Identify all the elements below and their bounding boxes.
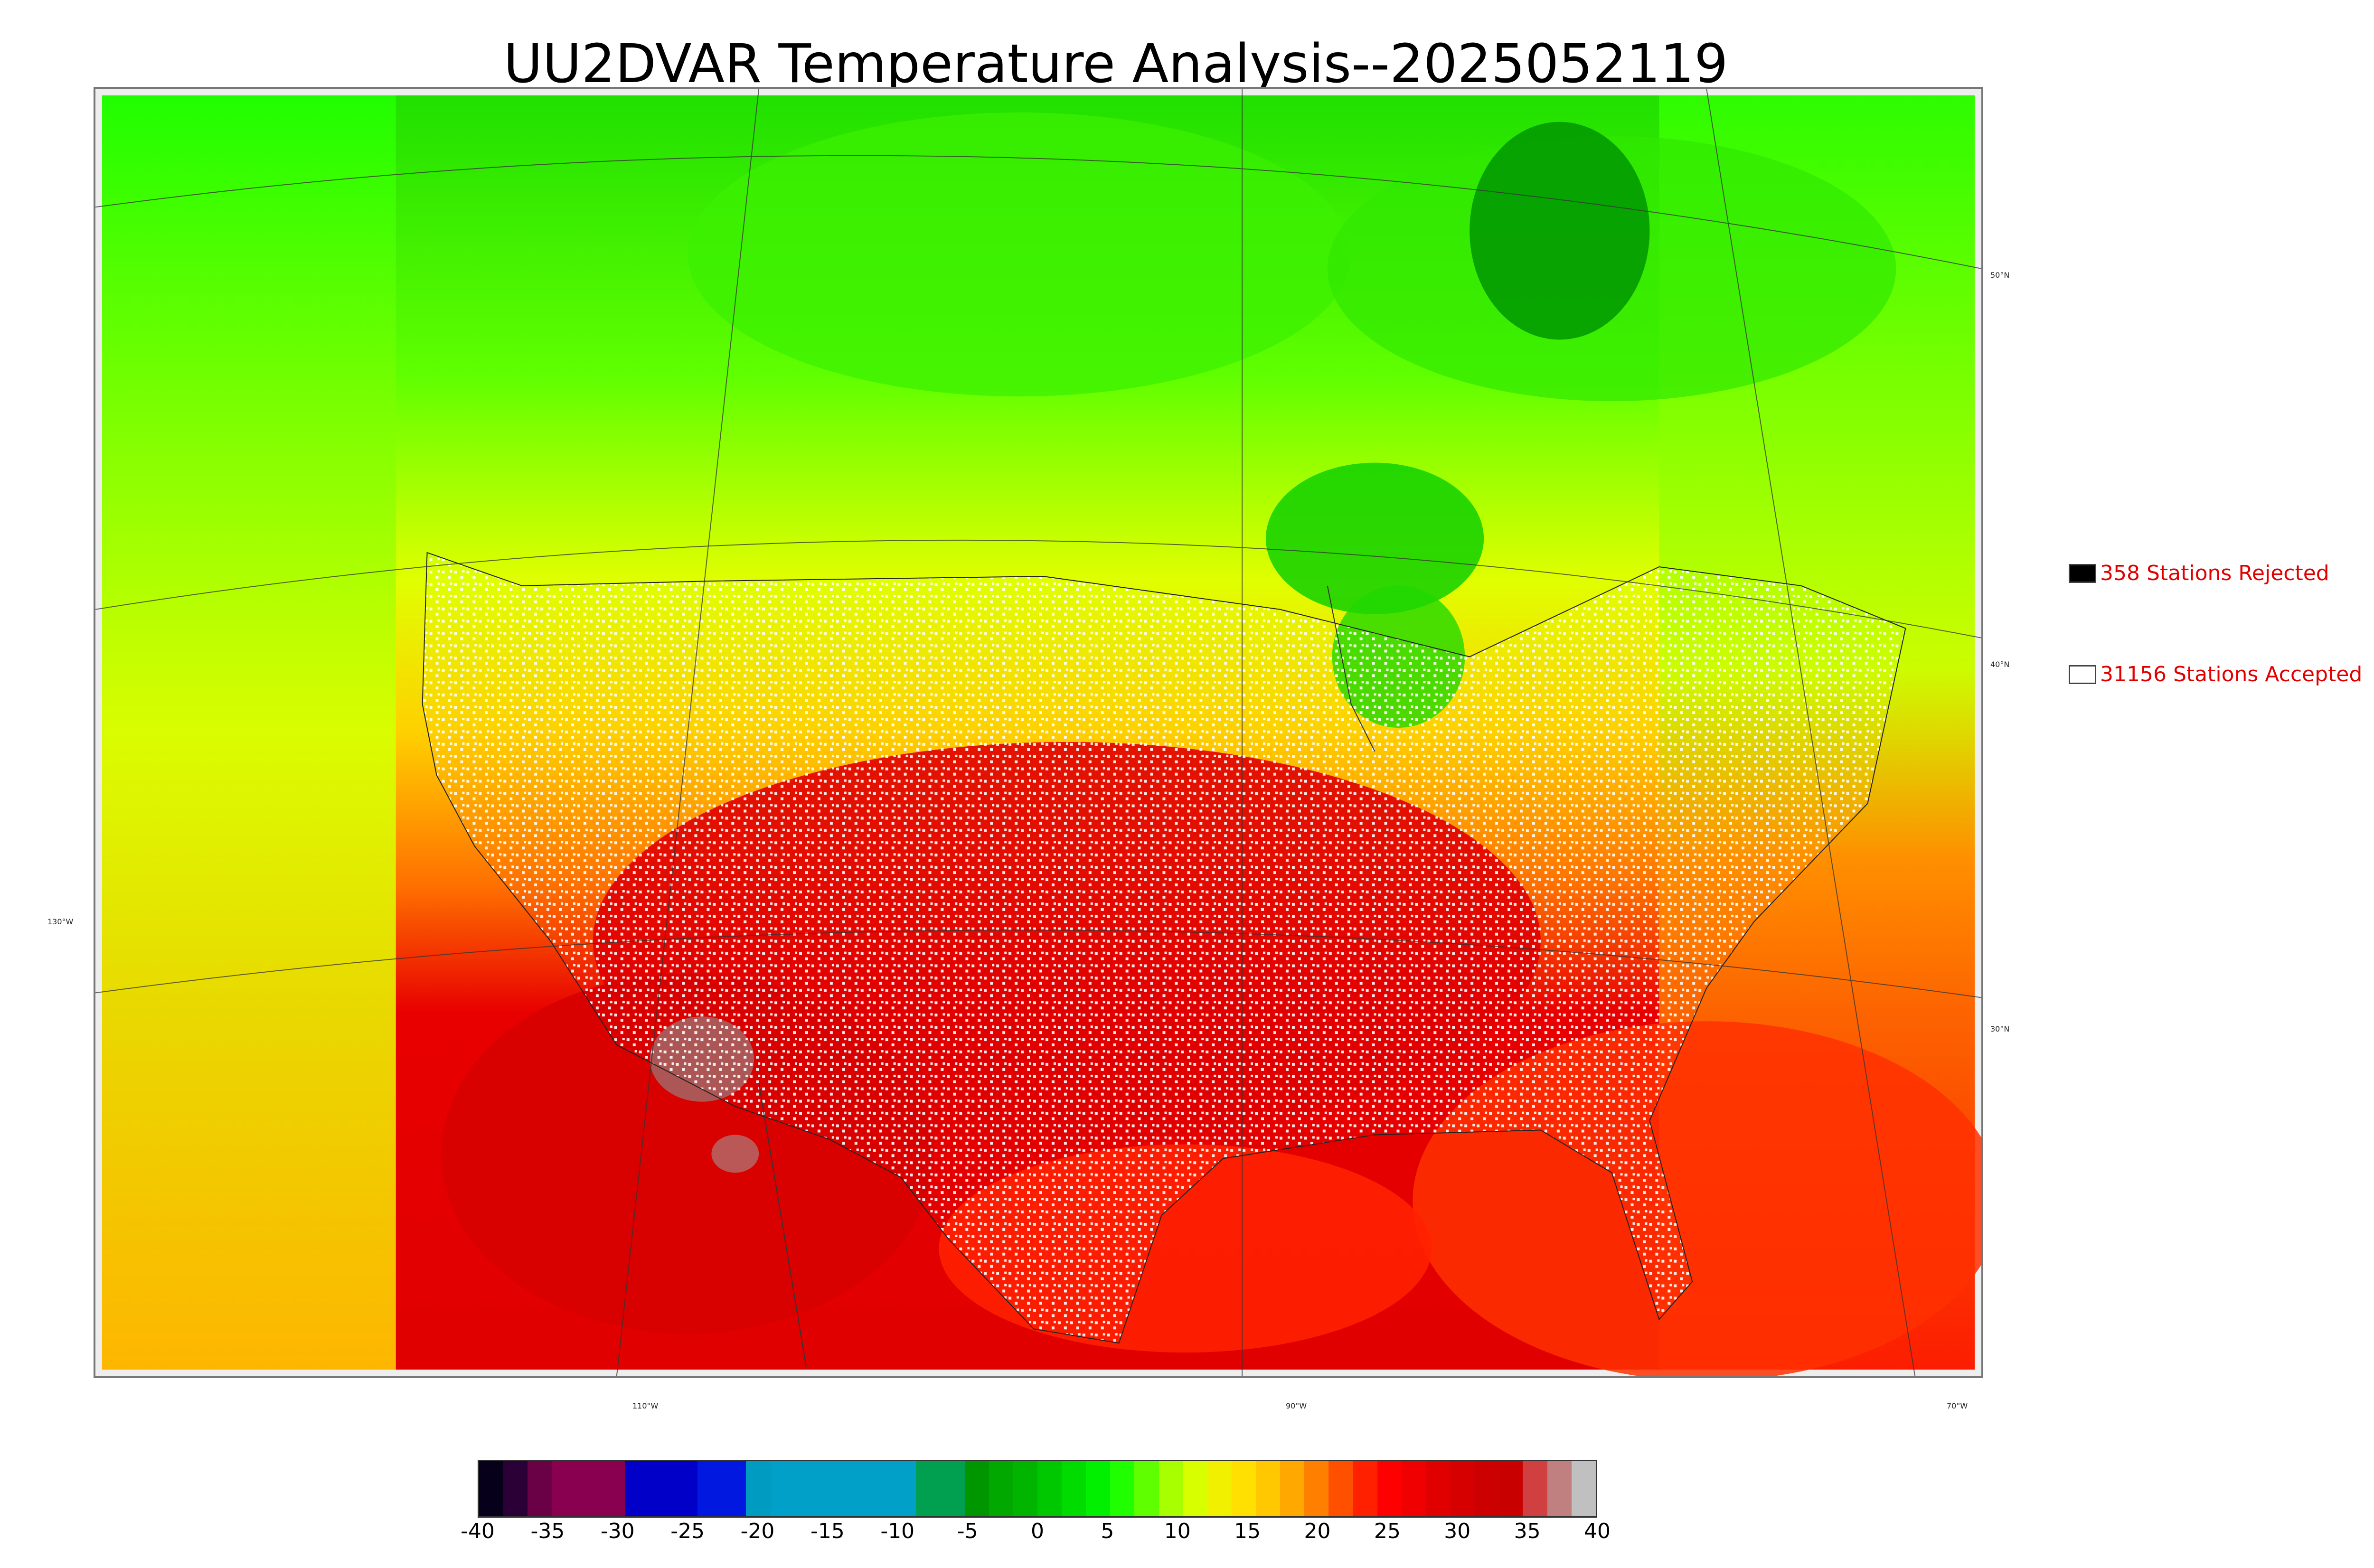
lon-label-130w: 130°W bbox=[47, 917, 74, 926]
colorbar-tick-label: 0 bbox=[1031, 1519, 1044, 1543]
temperature-colorbar bbox=[478, 1460, 1597, 1518]
colorbar-ticks: -40 -35 -30 -25 -20 -15 -10 -5 0 5 10 15 20 25 30 35 40 bbox=[461, 1519, 1611, 1548]
legend-rejected: 358 Stations Rejected bbox=[2069, 561, 2329, 585]
lon-label-90w: 90°W bbox=[1286, 1401, 1307, 1410]
colorbar-segment bbox=[1547, 1461, 1572, 1516]
colorbar-segment bbox=[1062, 1461, 1086, 1516]
colorbar-segment bbox=[989, 1461, 1013, 1516]
colorbar-segment bbox=[528, 1461, 552, 1516]
colorbar-segment bbox=[1377, 1461, 1402, 1516]
colorbar-tick-label: 25 bbox=[1374, 1519, 1401, 1543]
colorbar-segment bbox=[843, 1461, 867, 1516]
colorbar-segment bbox=[649, 1461, 673, 1516]
colorbar-segment bbox=[576, 1461, 601, 1516]
colorbar-segment bbox=[624, 1461, 649, 1516]
colorbar-segment bbox=[1280, 1461, 1305, 1516]
chart-title: UU2DVAR Temperature Analysis--2025052119 bbox=[503, 33, 1728, 95]
colorbar-segment bbox=[1425, 1461, 1450, 1516]
station-observations bbox=[422, 553, 1906, 1343]
colorbar-segment bbox=[1523, 1461, 1547, 1516]
colorbar-segment bbox=[892, 1461, 916, 1516]
colorbar-segment bbox=[600, 1461, 625, 1516]
colorbar-tick-label: -15 bbox=[810, 1519, 845, 1543]
colorbar-segment bbox=[940, 1461, 965, 1516]
colorbar-segment bbox=[1474, 1461, 1499, 1516]
colorbar-segment bbox=[1401, 1461, 1426, 1516]
accepted-swatch bbox=[2069, 665, 2096, 684]
map-canvas bbox=[95, 89, 1981, 1376]
colorbar-segment bbox=[916, 1461, 941, 1516]
colorbar-segment bbox=[503, 1461, 528, 1516]
colorbar-segment bbox=[479, 1461, 504, 1516]
colorbar-segment bbox=[697, 1461, 722, 1516]
colorbar-segment bbox=[794, 1461, 819, 1516]
rejected-swatch bbox=[2069, 563, 2096, 583]
colorbar-tick-label: 5 bbox=[1101, 1519, 1114, 1543]
colorbar-segment bbox=[673, 1461, 698, 1516]
colorbar-segment bbox=[1256, 1461, 1281, 1516]
colorbar-segment bbox=[819, 1461, 843, 1516]
colorbar-tick-label: 40 bbox=[1584, 1519, 1611, 1543]
temperature-map bbox=[94, 87, 1983, 1378]
coastline bbox=[422, 552, 1906, 1344]
colorbar-segment bbox=[1013, 1461, 1037, 1516]
colorbar-segment bbox=[1231, 1461, 1256, 1516]
colorbar-segment bbox=[1304, 1461, 1329, 1516]
colorbar-segment bbox=[746, 1461, 771, 1516]
colorbar-segment bbox=[1353, 1461, 1377, 1516]
colorbar-tick-label: -5 bbox=[957, 1519, 978, 1543]
colorbar-tick-label: 15 bbox=[1234, 1519, 1261, 1543]
rejected-label: 358 Stations Rejected bbox=[2100, 561, 2329, 585]
lat-label-30n: 30°N bbox=[1990, 1024, 2010, 1033]
colorbar-tick-label: 10 bbox=[1164, 1519, 1191, 1543]
colorbar-tick-label: -35 bbox=[530, 1519, 565, 1543]
colorbar-segment bbox=[1498, 1461, 1523, 1516]
colorbar-tick-label: -10 bbox=[880, 1519, 915, 1543]
colorbar-tick-label: -20 bbox=[740, 1519, 775, 1543]
colorbar-segment bbox=[867, 1461, 892, 1516]
colorbar-segment bbox=[1037, 1461, 1062, 1516]
colorbar-segment bbox=[1183, 1461, 1207, 1516]
colorbar-segment bbox=[1159, 1461, 1183, 1516]
lon-label-70w: 70°W bbox=[1947, 1401, 1968, 1410]
lat-label-50n: 50°N bbox=[1990, 271, 2010, 280]
colorbar-tick-label: 30 bbox=[1444, 1519, 1471, 1543]
accepted-label: 31156 Stations Accepted bbox=[2100, 662, 2363, 686]
colorbar-segment bbox=[1207, 1461, 1232, 1516]
colorbar-segment bbox=[1110, 1461, 1135, 1516]
colorbar-segment bbox=[964, 1461, 989, 1516]
colorbar-segment bbox=[1134, 1461, 1159, 1516]
colorbar-segment bbox=[1328, 1461, 1353, 1516]
colorbar-tick-label: -40 bbox=[461, 1519, 495, 1543]
colorbar-segment bbox=[722, 1461, 746, 1516]
graticule bbox=[95, 89, 1981, 1376]
colorbar-segment bbox=[1086, 1461, 1111, 1516]
colorbar-tick-label: 20 bbox=[1304, 1519, 1331, 1543]
colorbar-tick-label: -25 bbox=[670, 1519, 705, 1543]
colorbar-segment bbox=[1450, 1461, 1475, 1516]
colorbar-tick-label: -30 bbox=[600, 1519, 635, 1543]
lat-label-40n: 40°N bbox=[1990, 660, 2010, 669]
colorbar-segment bbox=[1571, 1461, 1596, 1516]
lon-label-110w: 110°W bbox=[632, 1401, 659, 1410]
colorbar-segment bbox=[770, 1461, 795, 1516]
legend-accepted: 31156 Stations Accepted bbox=[2069, 662, 2362, 686]
colorbar-segment bbox=[552, 1461, 576, 1516]
colorbar-tick-label: 35 bbox=[1514, 1519, 1541, 1543]
